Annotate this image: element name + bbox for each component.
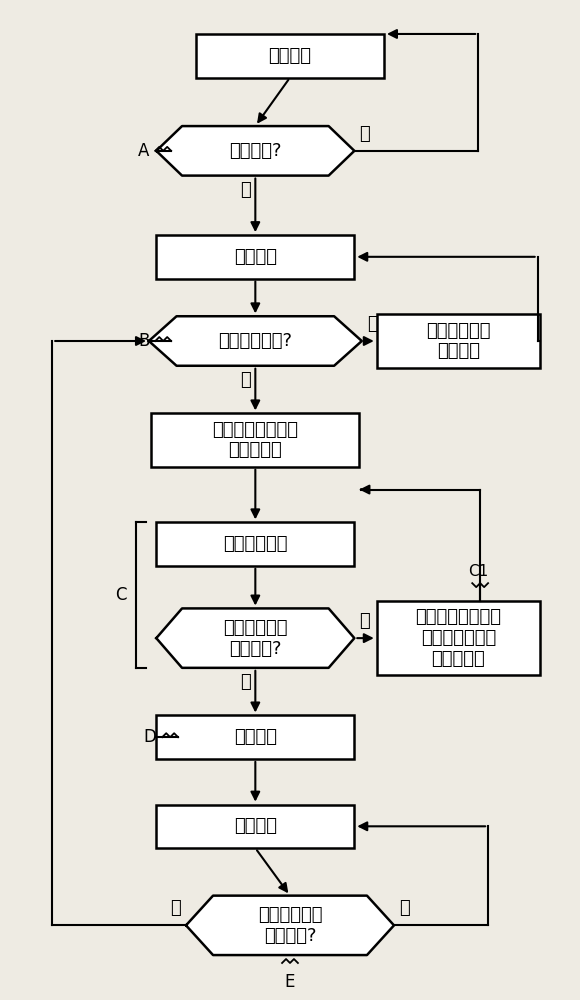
- Polygon shape: [156, 126, 354, 176]
- Text: B: B: [138, 332, 150, 350]
- Polygon shape: [186, 896, 394, 955]
- Bar: [156, 715, 354, 759]
- Bar: [156, 805, 354, 848]
- Text: 是: 是: [240, 371, 251, 389]
- Text: C1: C1: [468, 564, 488, 579]
- Bar: [151, 413, 360, 467]
- Text: 是: 是: [240, 673, 251, 691]
- Text: 收到起动信号?: 收到起动信号?: [218, 332, 292, 350]
- Bar: [156, 235, 354, 279]
- Text: 否: 否: [360, 125, 370, 143]
- Bar: [376, 314, 540, 368]
- Text: 是: 是: [240, 181, 251, 199]
- Text: 起动状态，传送曲
轴角度信号: 起动状态，传送曲 轴角度信号: [212, 421, 298, 459]
- Text: 停止驱动: 停止驱动: [234, 728, 277, 746]
- Bar: [376, 601, 540, 675]
- Text: 否: 否: [360, 612, 370, 630]
- Text: 否: 否: [367, 315, 378, 333]
- Text: 熄火状态: 熄火状态: [234, 248, 277, 266]
- Text: 发电状态: 发电状态: [234, 817, 277, 835]
- Text: A: A: [138, 142, 150, 160]
- Text: 转速小于第二
预定转速?: 转速小于第二 预定转速?: [258, 906, 322, 945]
- Polygon shape: [149, 316, 362, 366]
- Text: 停止传送曲轴
角度信号: 停止传送曲轴 角度信号: [426, 322, 491, 360]
- Text: 转速大于第一
预定转速?: 转速大于第一 预定转速?: [223, 619, 288, 658]
- Polygon shape: [156, 608, 354, 668]
- Text: 否: 否: [171, 899, 181, 917]
- Text: 是: 是: [399, 899, 409, 917]
- Bar: [196, 34, 384, 78]
- Text: D: D: [143, 728, 156, 746]
- Text: 转速为零?: 转速为零?: [229, 142, 281, 160]
- Text: E: E: [285, 973, 295, 991]
- Text: 开启电源: 开启电源: [269, 47, 311, 65]
- Text: 停止驱动正转，驱
动曲轴反转一角
度或一时间: 停止驱动正转，驱 动曲轴反转一角 度或一时间: [415, 608, 501, 668]
- Text: 驱动马达正转: 驱动马达正转: [223, 535, 288, 553]
- Bar: [156, 522, 354, 566]
- Text: C: C: [115, 586, 126, 604]
